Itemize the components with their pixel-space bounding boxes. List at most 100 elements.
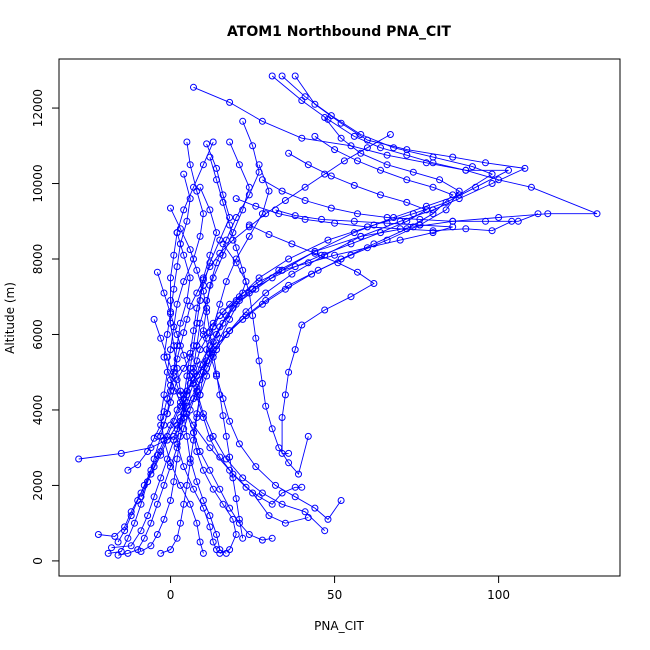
data-point — [226, 221, 234, 229]
data-point — [193, 519, 201, 527]
data-point — [291, 263, 299, 271]
data-point — [324, 236, 332, 244]
data-point — [153, 531, 161, 538]
data-point — [190, 429, 197, 437]
series-line — [153, 319, 273, 541]
data-point — [176, 414, 184, 421]
y-tick-label: 0 — [31, 557, 45, 565]
data-point — [196, 232, 204, 240]
data-point — [209, 538, 217, 546]
data-point — [170, 478, 178, 486]
data-point — [409, 168, 417, 176]
series-3 — [108, 72, 496, 552]
data-point — [262, 402, 270, 410]
series-line — [118, 75, 509, 556]
data-point — [370, 240, 378, 248]
data-point — [140, 534, 148, 542]
data-point — [347, 240, 355, 248]
data-point — [186, 302, 194, 310]
data-point — [324, 515, 332, 523]
data-point — [239, 206, 247, 214]
data-point — [186, 353, 194, 361]
data-point — [216, 485, 224, 493]
data-point — [354, 210, 361, 218]
data-point — [229, 236, 237, 244]
data-point — [176, 240, 184, 248]
data-point — [167, 310, 174, 318]
x-tick-label: 0 — [167, 588, 175, 602]
data-point — [301, 197, 309, 204]
data-point — [206, 263, 214, 271]
data-point — [75, 455, 83, 463]
data-point — [340, 157, 348, 165]
data-point — [278, 187, 286, 195]
data-point — [255, 357, 263, 365]
data-point — [429, 206, 437, 214]
data-point — [183, 410, 191, 418]
data-point — [226, 98, 234, 106]
data-point — [193, 304, 201, 312]
data-point — [213, 176, 220, 184]
data-point — [363, 144, 371, 152]
data-point — [291, 483, 299, 491]
data-point — [157, 421, 165, 429]
data-point — [222, 432, 230, 440]
data-point — [183, 297, 191, 304]
data-point — [482, 217, 489, 225]
data-point — [403, 176, 411, 184]
data-point — [304, 161, 312, 169]
data-point — [180, 351, 188, 359]
y-tick-label: 4000 — [31, 395, 45, 426]
data-point — [176, 319, 184, 327]
data-point — [167, 497, 174, 504]
data-point — [370, 280, 378, 287]
data-point — [383, 219, 391, 227]
data-point — [183, 315, 191, 323]
data-point — [180, 251, 188, 259]
data-point — [186, 246, 194, 254]
data-point — [160, 481, 168, 489]
data-point — [190, 83, 197, 91]
data-point — [206, 329, 214, 337]
data-point — [137, 527, 145, 535]
data-point — [94, 531, 102, 538]
data-point — [226, 546, 234, 554]
data-point — [193, 410, 201, 418]
data-point — [153, 500, 161, 508]
series-line — [108, 232, 191, 554]
data-point — [252, 334, 260, 342]
data-point — [167, 346, 174, 354]
data-point — [327, 112, 335, 120]
data-point — [203, 308, 211, 316]
data-point — [242, 483, 250, 491]
series-line — [209, 156, 309, 476]
data-point — [258, 176, 266, 184]
data-point — [347, 293, 355, 301]
data-point — [180, 463, 188, 471]
series-2 — [114, 72, 512, 559]
data-point — [534, 210, 542, 218]
data-point — [275, 210, 283, 218]
data-point — [245, 531, 253, 538]
series-line — [170, 207, 244, 539]
data-point — [213, 229, 220, 237]
data-point — [216, 249, 224, 257]
data-point — [173, 355, 181, 363]
data-point — [258, 117, 266, 125]
data-point — [331, 219, 339, 227]
data-point — [186, 161, 194, 169]
data-point — [449, 191, 457, 199]
data-point — [127, 542, 135, 550]
data-point — [252, 202, 260, 210]
data-point — [216, 300, 224, 308]
data-point — [268, 72, 276, 80]
data-point — [301, 183, 309, 191]
series-11 — [157, 161, 273, 557]
data-point — [131, 519, 138, 527]
series-22 — [153, 268, 306, 508]
data-point — [232, 259, 240, 267]
data-point — [153, 268, 161, 276]
data-point — [311, 249, 319, 257]
data-point — [291, 212, 299, 220]
